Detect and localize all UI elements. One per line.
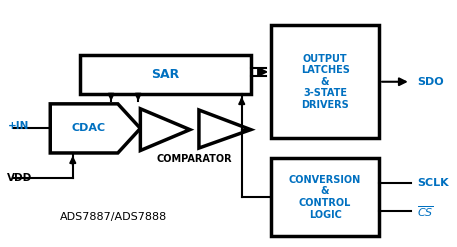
- Text: CDAC: CDAC: [71, 124, 105, 133]
- Text: COMPARATOR: COMPARATOR: [157, 154, 232, 164]
- Text: OUTPUT
LATCHES
&
3-STATE
DRIVERS: OUTPUT LATCHES & 3-STATE DRIVERS: [301, 54, 350, 110]
- Text: +IN: +IN: [7, 121, 29, 131]
- Text: SDO: SDO: [417, 77, 444, 87]
- Bar: [271, 158, 379, 236]
- Text: ADS7887/ADS7888: ADS7887/ADS7888: [60, 212, 167, 222]
- Text: CONVERSION
&
CONTROL
LOGIC: CONVERSION & CONTROL LOGIC: [289, 175, 361, 220]
- Bar: [80, 55, 251, 94]
- Bar: [271, 25, 379, 138]
- Text: $\overline{CS}$: $\overline{CS}$: [417, 204, 434, 219]
- Polygon shape: [140, 109, 190, 150]
- Polygon shape: [199, 110, 251, 148]
- Text: SCLK: SCLK: [417, 178, 449, 188]
- Text: SAR: SAR: [151, 68, 179, 81]
- Polygon shape: [50, 104, 140, 153]
- Text: VDD: VDD: [7, 173, 33, 183]
